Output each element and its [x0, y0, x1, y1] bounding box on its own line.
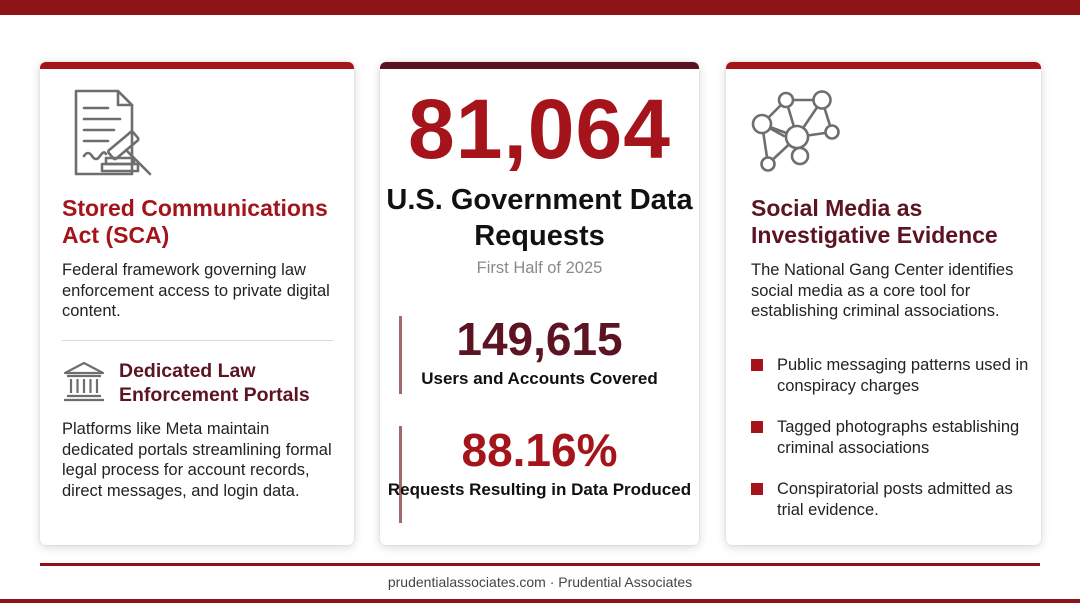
list-item-text: Conspiratorial posts admitted as trial e… [777, 480, 1013, 519]
social-media-description: The National Gang Center identifies soci… [751, 261, 1014, 320]
sca-title: Stored Communications Act (SCA) [62, 195, 328, 248]
top-accent-band [0, 0, 1080, 15]
card-accent-bar [40, 62, 354, 69]
network-graph-icon [751, 90, 840, 172]
section-divider [62, 340, 333, 341]
list-item-text: Public messaging patterns used in conspi… [777, 356, 1029, 395]
portals-title: Dedicated Law Enforcement Portals [119, 360, 310, 406]
data-produced-value: 88.16% [461, 424, 618, 476]
bullet-square-icon [751, 359, 763, 371]
list-item-text: Tagged photographs establishing criminal… [777, 418, 1020, 457]
legal-document-gavel-icon [74, 89, 152, 176]
stat-accent-rule [399, 316, 402, 394]
users-covered-label: Users and Accounts Covered [421, 369, 658, 388]
portals-description: Platforms like Meta maintain dedicated p… [62, 420, 332, 500]
headline-label: U.S. Government Data Requests [386, 184, 693, 252]
data-requests-card: 81,064 U.S. Government Data Requests Fir… [380, 62, 699, 545]
social-media-card: Social Media as Investigative Evidence T… [726, 62, 1041, 545]
sca-card: Stored Communications Act (SCA) Federal … [40, 62, 354, 545]
bullet-square-icon [751, 421, 763, 433]
social-media-title: Social Media as Investigative Evidence [751, 195, 998, 248]
courthouse-building-icon [63, 361, 105, 402]
bullet-square-icon [751, 483, 763, 495]
footer-text: prudentialassociates.com · Prudential As… [387, 574, 693, 590]
data-produced-label: Requests Resulting in Data Produced [387, 480, 692, 499]
users-covered-value: 149,615 [456, 313, 623, 365]
stat-accent-rule [399, 426, 402, 523]
sca-description: Federal framework governing law enforcem… [62, 261, 330, 320]
card-accent-bar [726, 62, 1041, 69]
bottom-accent-band [0, 599, 1080, 603]
headline-number: 81,064 [408, 82, 671, 176]
period-label: First Half of 2025 [476, 259, 603, 277]
card-accent-bar [380, 62, 699, 69]
footer-rule [40, 563, 1040, 566]
